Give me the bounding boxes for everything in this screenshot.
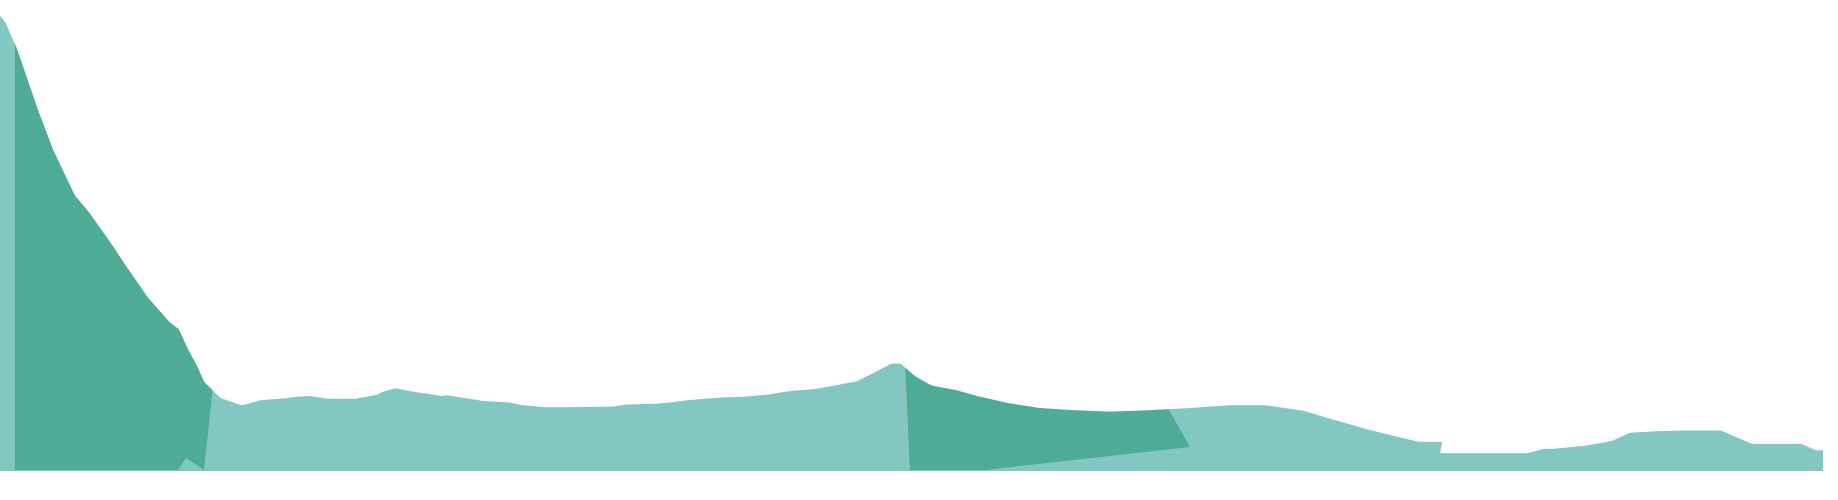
area-group [0, 15, 1823, 470]
shaded-segment-2 [900, 15, 1190, 470]
shaded-segment-1 [15, 15, 222, 470]
dark-bands [15, 15, 1190, 470]
